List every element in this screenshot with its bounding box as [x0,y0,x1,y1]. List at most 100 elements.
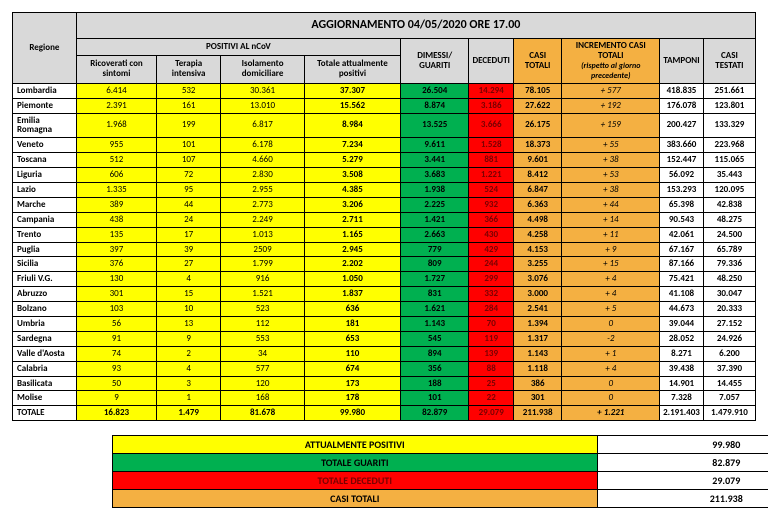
cell-deceduti: 284 [469,302,514,317]
cell-isolamento: 1.013 [221,227,305,242]
cell-isolamento: 577 [221,361,305,376]
cell-incremento: + 192 [562,98,660,113]
cell-totale-pos: 1.050 [304,272,400,287]
cell-ricoverati: 512 [76,153,156,168]
cell-ricoverati: 2.391 [76,98,156,113]
cell-dimessi: 809 [400,257,469,272]
table-row: Friuli V.G.13049161.0501.7272993.076+ 47… [13,272,756,287]
cell-terapia: 4 [157,361,221,376]
covid-table: Regione AGGIORNAMENTO 04/05/2020 ORE 17.… [12,12,756,421]
cell-tamponi: 418.835 [660,83,704,98]
cell-incremento: + 577 [562,83,660,98]
table-row: Marche389442.7733.2062.2259326.363+ 4465… [13,197,756,212]
cell-totale-pos: 636 [304,302,400,317]
cell-regione: Bolzano [13,302,77,317]
cell-tamponi: 14.901 [660,376,704,391]
cell-incremento: + 159 [562,113,660,138]
cell-terapia: 2 [157,346,221,361]
cell-terapia: 13 [157,317,221,332]
cell-regione: Calabria [13,361,77,376]
cell-casi-testati: 251.661 [703,83,755,98]
cell-isolamento: 168 [221,391,305,406]
hdr-casi-testati: CASI TESTATI [703,39,755,84]
cell-totale-pos: 8.984 [304,113,400,138]
cell-ricoverati: 389 [76,197,156,212]
hdr-dimessi: DIMESSI/ GUARITI [400,39,469,84]
cell-dimessi: 1.621 [400,302,469,317]
cell-casi-totali: 9.601 [513,153,561,168]
cell-deceduti: 244 [469,257,514,272]
cell-isolamento: 6.178 [221,138,305,153]
cell-incremento: -2 [562,331,660,346]
cell-incremento: + 44 [562,197,660,212]
table-row: Emilia Romagna1.9681996.8178.98413.5253.… [13,113,756,138]
cell-dimessi: 1.727 [400,272,469,287]
cell-dimessi: 9.611 [400,138,469,153]
cell-tamponi: 28.052 [660,331,704,346]
cell-incremento: + 4 [562,272,660,287]
sum-casi-val: 211.938 [597,490,768,508]
cell-totale-pos: 5.279 [304,153,400,168]
cell-deceduti: 3.186 [469,98,514,113]
cell-tamponi: 39.044 [660,317,704,332]
cell-isolamento: 30.361 [221,83,305,98]
cell-dimessi: 82.879 [400,406,469,421]
cell-deceduti: 429 [469,242,514,257]
cell-totale-pos: 1.165 [304,227,400,242]
cell-deceduti: 1.528 [469,138,514,153]
table-row: Bolzano103105236361.6212842.541+ 544.673… [13,302,756,317]
cell-tamponi: 41.108 [660,287,704,302]
cell-incremento: 0 [562,376,660,391]
table-row: Valle d'Aosta742341108941391.143+ 18.271… [13,346,756,361]
cell-ricoverati: 93 [76,361,156,376]
cell-casi-totali: 301 [513,391,561,406]
cell-dimessi: 1.421 [400,212,469,227]
cell-deceduti: 332 [469,287,514,302]
cell-totale-pos: 653 [304,331,400,346]
sum-guariti-val: 82.879 [597,454,768,472]
cell-deceduti: 366 [469,212,514,227]
cell-casi-testati: 24.500 [703,227,755,242]
table-row: Toscana5121074.6605.2793.4418819.601+ 38… [13,153,756,168]
cell-totale-pos: 37.307 [304,83,400,98]
cell-incremento: + 5 [562,302,660,317]
hdr-tamponi: TAMPONI [660,39,704,84]
cell-dimessi: 26.504 [400,83,469,98]
cell-deceduti: 70 [469,317,514,332]
cell-casi-totali: 6.363 [513,197,561,212]
cell-regione: Trento [13,227,77,242]
sum-attpos-lbl: ATTUALMENTE POSITIVI [113,436,598,454]
cell-deceduti: 3.666 [469,113,514,138]
cell-isolamento: 6.817 [221,113,305,138]
table-row: Umbria56131121811.143701.394039.04427.15… [13,317,756,332]
cell-ricoverati: 1.335 [76,182,156,197]
cell-isolamento: 34 [221,346,305,361]
cell-casi-totali: 1.118 [513,361,561,376]
cell-isolamento: 2.955 [221,182,305,197]
cell-regione: Basilicata [13,376,77,391]
cell-casi-totali: 3.255 [513,257,561,272]
cell-ricoverati: 9 [76,391,156,406]
cell-totale-pos: 2.945 [304,242,400,257]
cell-casi-totali: 1.394 [513,317,561,332]
cell-casi-testati: 6.200 [703,346,755,361]
cell-dimessi: 188 [400,376,469,391]
cell-tamponi: 152.447 [660,153,704,168]
sum-attpos-val: 99.980 [597,436,768,454]
cell-deceduti: 25 [469,376,514,391]
cell-dimessi: 1.938 [400,182,469,197]
cell-dimessi: 2.225 [400,197,469,212]
cell-casi-testati: 79.336 [703,257,755,272]
totale-row: TOTALE16.8231.47981.67899.98082.87929.07… [13,406,756,421]
cell-isolamento: 13.010 [221,98,305,113]
cell-casi-testati: 48.275 [703,212,755,227]
cell-casi-testati: 1.479.910 [703,406,755,421]
cell-incremento: + 38 [562,153,660,168]
table-row: Lazio1.335952.9554.3851.9385246.847+ 381… [13,182,756,197]
cell-ricoverati: 6.414 [76,83,156,98]
cell-deceduti: 430 [469,227,514,242]
cell-isolamento: 2.773 [221,197,305,212]
cell-casi-testati: 24.926 [703,331,755,346]
table-row: Campania438242.2492.7111.4213664.498+ 14… [13,212,756,227]
cell-terapia: 15 [157,287,221,302]
